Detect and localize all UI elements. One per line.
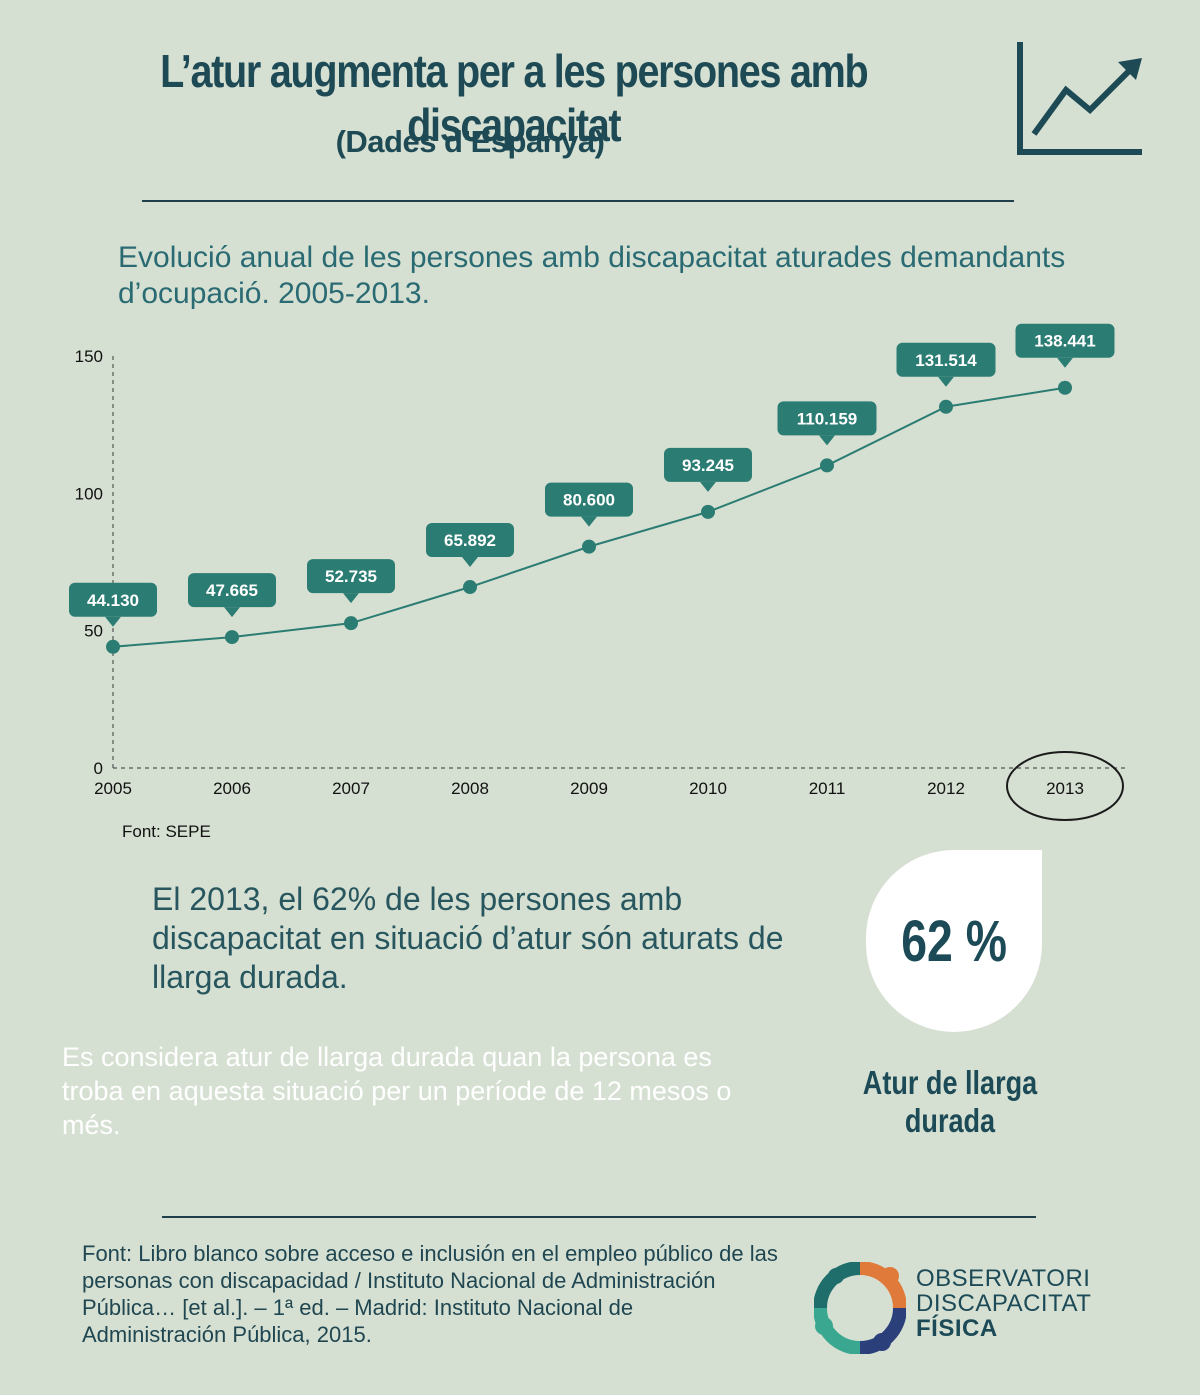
chart-source: Font: SEPE	[122, 822, 211, 841]
data-label-pointer	[819, 435, 835, 446]
percentage-badge: 62 %	[866, 850, 1042, 1032]
data-point	[225, 630, 239, 645]
x-tick-label: 2013	[1046, 779, 1084, 798]
x-tick-label: 2009	[570, 779, 608, 798]
observatori-logo-icon	[814, 1262, 906, 1354]
data-point	[582, 539, 596, 554]
logo-line-3: FÍSICA	[916, 1315, 998, 1342]
data-label-text: 131.514	[915, 351, 977, 370]
data-point	[820, 458, 834, 473]
data-label-text: 47.665	[206, 581, 258, 600]
x-tick-label: 2010	[689, 779, 727, 798]
data-label-pointer	[462, 557, 478, 568]
data-label: 93.245	[664, 447, 752, 492]
data-label-text: 110.159	[797, 409, 858, 428]
data-label: 44.130	[69, 582, 157, 627]
x-tick-label: 2011	[809, 779, 846, 798]
data-point	[344, 616, 358, 631]
data-label-box	[777, 401, 877, 436]
data-label-box	[896, 342, 996, 377]
data-label-pointer	[224, 607, 240, 618]
data-label: 65.892	[426, 523, 514, 568]
data-label: 131.514	[896, 342, 996, 387]
data-point	[939, 399, 953, 414]
x-tick-label: 2012	[927, 779, 965, 798]
footer-source: Font: Libro blanco sobre acceso e inclus…	[82, 1241, 778, 1347]
data-point	[106, 639, 120, 654]
data-point	[701, 504, 715, 519]
data-label-box	[545, 482, 633, 517]
top-divider	[142, 200, 1014, 202]
data-label: 110.159	[777, 401, 877, 446]
chart-heading: Evolució anual de les persones amb disca…	[118, 241, 1066, 310]
y-tick-label: 50	[84, 622, 103, 641]
logo-line-2: DISCAPACITAT	[916, 1290, 1092, 1317]
trend-up-chart-icon	[1017, 42, 1142, 155]
y-tick-label: 0	[94, 759, 103, 778]
data-label-pointer	[581, 516, 597, 527]
badge-caption: Atur de llarga durada	[862, 1064, 1038, 1139]
x-tick-label: 2006	[213, 779, 251, 798]
data-point	[463, 580, 477, 595]
data-label-box	[188, 573, 276, 608]
data-label-box	[69, 582, 157, 617]
badge-value: 62 %	[901, 908, 1007, 974]
long-term-definition: Es considera atur de llarga durada quan …	[62, 1042, 732, 1140]
data-label-pointer	[938, 376, 954, 387]
data-label: 52.735	[307, 559, 395, 604]
y-tick-label: 100	[75, 484, 103, 503]
data-label-pointer	[700, 481, 716, 492]
data-label-text: 65.892	[444, 531, 496, 550]
long-term-stat-text: El 2013, el 62% de les persones amb disc…	[152, 881, 784, 995]
page-title: L’atur augmenta per a les persones amb d…	[160, 45, 869, 151]
page-subtitle: (Dades d’Espanya)	[335, 124, 605, 159]
data-label-pointer	[343, 593, 359, 604]
y-tick-label: 150	[75, 347, 103, 366]
bottom-divider	[162, 1216, 1036, 1218]
data-label-box	[307, 559, 395, 594]
data-label-box	[664, 447, 752, 482]
x-tick-label: 2008	[451, 779, 489, 798]
data-label-text: 80.600	[563, 491, 615, 510]
data-label-box	[1015, 323, 1115, 358]
data-label-pointer	[1057, 357, 1073, 368]
data-label: 47.665	[188, 573, 276, 618]
data-label-pointer	[105, 616, 121, 627]
highlight-circle	[1006, 751, 1124, 821]
data-point	[1058, 380, 1072, 395]
data-label-text: 138.441	[1034, 332, 1095, 351]
logo-line-1: OBSERVATORI	[916, 1265, 1091, 1292]
x-tick-label: 2005	[94, 779, 132, 798]
line-chart: 0 50 100 150 2005 2006 2007 2008 2009 2010 2011 201…	[69, 323, 1127, 821]
x-tick-label: 2007	[332, 779, 370, 798]
data-label: 138.441	[1015, 323, 1115, 368]
data-label: 80.600	[545, 482, 633, 527]
data-label-text: 44.130	[87, 591, 139, 610]
data-label-text: 93.245	[682, 456, 734, 475]
data-label-box	[426, 523, 514, 558]
data-label-text: 52.735	[325, 567, 377, 586]
observatori-logo-text: OBSERVATORI DISCAPACITAT FÍSICA	[916, 1266, 1091, 1341]
